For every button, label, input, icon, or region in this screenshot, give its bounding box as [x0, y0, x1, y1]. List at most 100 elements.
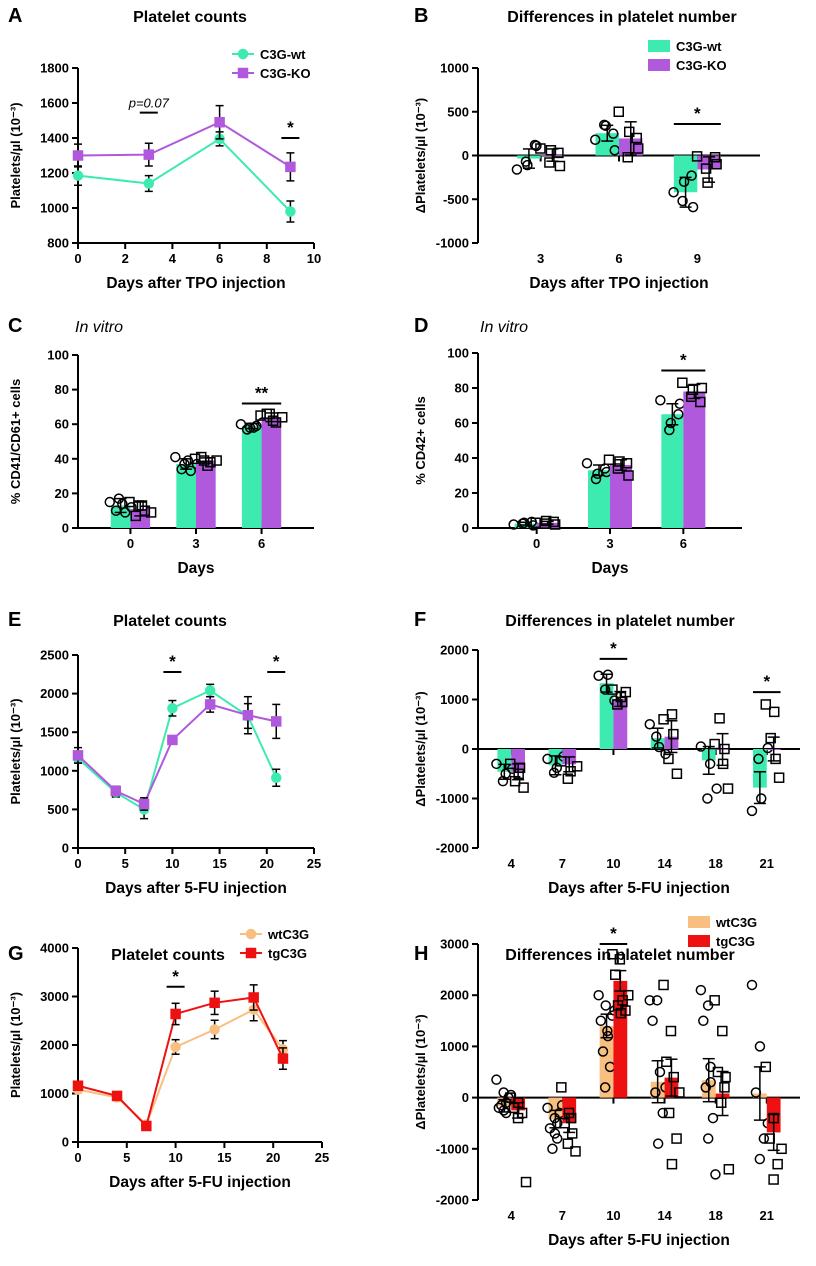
x-axis-label: Days after 5-FU injection: [105, 880, 287, 897]
data-point: [117, 498, 128, 510]
data-point: [548, 516, 559, 528]
x-tick-label: 7: [559, 856, 566, 871]
data-point: [702, 177, 713, 188]
data-point: [261, 408, 273, 420]
data-point: [622, 152, 633, 163]
data-point: [209, 997, 220, 1009]
data-point: [709, 738, 720, 750]
data-point: [702, 1133, 714, 1144]
data-point: [746, 805, 758, 817]
data-point: [653, 741, 665, 753]
y-tick-label: 20: [55, 486, 69, 501]
chart-title: Differences in platelet number: [507, 9, 736, 26]
legend-label: wtC3G: [267, 927, 309, 942]
data-point: [714, 713, 725, 724]
data-point: [710, 1169, 721, 1180]
data-point: [671, 1133, 682, 1144]
data-point: [616, 696, 628, 708]
y-tick-label: 2000: [40, 686, 69, 701]
data-point: [170, 1008, 181, 1020]
x-tick-label: 21: [760, 1208, 774, 1223]
data-point: [709, 995, 720, 1006]
data-point: [167, 703, 178, 714]
data-point: [595, 1015, 607, 1027]
chart-title: Platelet counts: [113, 613, 227, 630]
panel-E: E Platelet counts Platelets/µl (10⁻³) Days …: [8, 609, 321, 897]
data-point: [241, 424, 253, 435]
data-point: [545, 145, 557, 156]
data-point: [556, 1082, 567, 1093]
x-tick-label: 10: [606, 856, 620, 871]
data-point: [695, 984, 707, 996]
y-tick-label: 1600: [40, 96, 69, 111]
x-tick-label: 10: [307, 251, 321, 266]
data-point: [755, 793, 767, 804]
y-tick-label: 60: [55, 417, 69, 432]
x-tick-label: 20: [266, 1150, 280, 1165]
data-point: [248, 422, 259, 433]
y-tick-label: 500: [47, 802, 69, 817]
data-point: [644, 719, 656, 730]
data-point: [768, 706, 780, 718]
data-point: [542, 1102, 553, 1114]
data-point: [717, 758, 729, 770]
data-point: [622, 989, 634, 1001]
data-point: [542, 753, 553, 765]
y-tick-label: 0: [62, 1135, 69, 1150]
x-tick-label: 10: [165, 856, 179, 871]
y-tick-label: 1000: [40, 1086, 69, 1101]
data-point: [723, 1164, 735, 1175]
data-point: [104, 496, 116, 508]
data-point: [179, 458, 190, 470]
y-tick-label: 2000: [40, 1038, 69, 1053]
data-point: [209, 1024, 220, 1035]
y-tick-label: -1000: [436, 791, 469, 806]
data-point: [72, 1080, 84, 1091]
x-axis-label: Days: [591, 560, 628, 577]
data-point: [556, 756, 567, 767]
data-point: [671, 768, 683, 779]
y-tick-label: 4000: [40, 941, 69, 956]
y-tick-label: 1000: [440, 1039, 469, 1054]
y-tick-label: -500: [443, 192, 469, 207]
x-tick-label: 6: [615, 251, 622, 266]
data-point: [143, 178, 155, 189]
panel-F: F Differences in platelet number ΔPlatelet…: [413, 609, 800, 897]
y-tick-label: 0: [62, 841, 69, 856]
data-point: [665, 1025, 677, 1037]
y-tick-label: -2000: [436, 1193, 469, 1208]
y-tick-label: 40: [455, 451, 469, 466]
data-point: [705, 1076, 716, 1088]
data-point: [170, 451, 181, 463]
data-point: [141, 1120, 152, 1132]
chart-subtitle: In vitro: [75, 319, 123, 336]
sig-label: p=0.07: [128, 96, 170, 111]
legend-label: C3G-wt: [676, 39, 722, 54]
data-point: [549, 519, 561, 530]
data-point: [544, 157, 555, 168]
bar-C3G-wt: [176, 463, 196, 528]
data-point: [110, 785, 122, 797]
x-tick-label: 7: [559, 1208, 566, 1223]
x-tick-label: 9: [694, 251, 701, 266]
x-tick-label: 25: [315, 1150, 329, 1165]
panel-D: D In vitro % CD42+ cells Days 0 20 40 60 80 100 0 3…: [413, 315, 742, 577]
y-tick-label: 0: [462, 521, 469, 536]
data-point: [571, 761, 583, 772]
data-point: [720, 1071, 731, 1083]
bar-C3G-KO: [683, 391, 706, 528]
panel-letter: F: [414, 609, 426, 631]
data-point: [620, 686, 632, 698]
data-point: [686, 170, 697, 181]
sig-label: **: [255, 383, 269, 402]
y-tick-label: 1500: [40, 725, 69, 740]
data-point: [554, 160, 566, 172]
x-tick-label: 10: [606, 1208, 620, 1223]
x-tick-label: 3: [537, 251, 544, 266]
bar-C3G-KO: [261, 417, 282, 528]
data-point: [772, 1158, 783, 1170]
data-point: [72, 150, 84, 161]
data-point: [111, 1090, 123, 1102]
x-tick-label: 0: [74, 856, 81, 871]
sig-label: *: [694, 104, 701, 123]
